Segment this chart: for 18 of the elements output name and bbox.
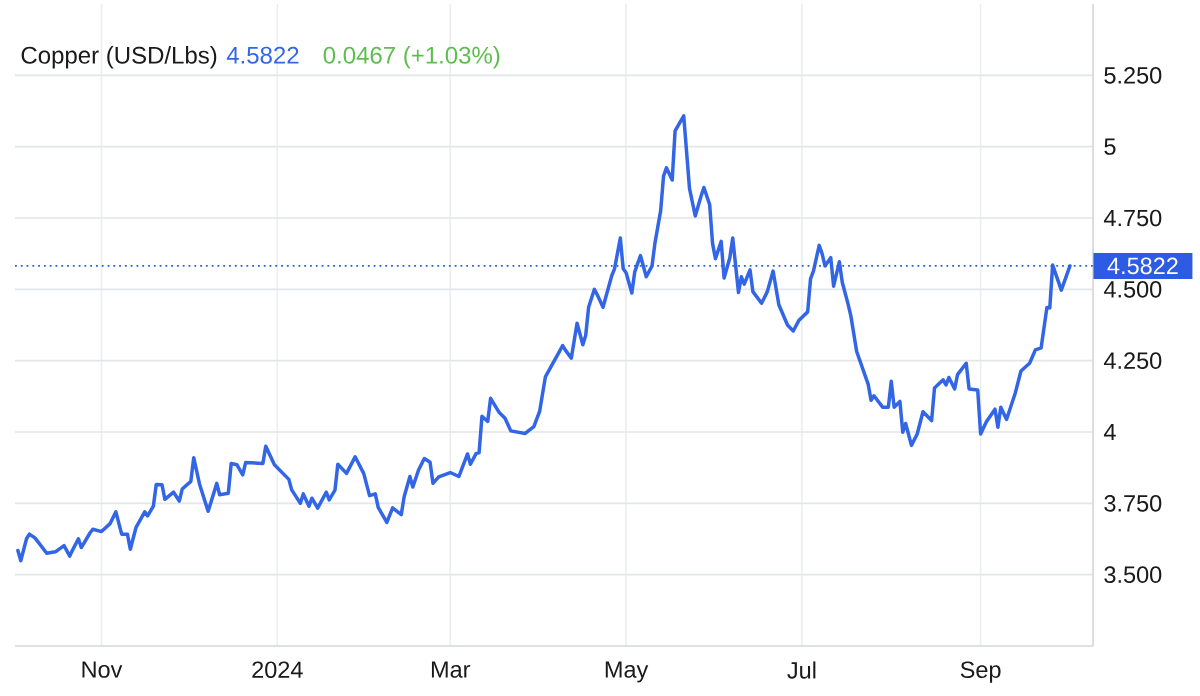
text: Copper (USD/Lbs): [21, 46, 217, 69]
annotation: 4.5822: [226, 46, 299, 64]
x-tick-label: May: [605, 661, 649, 683]
y-tick-label: 3.750: [1104, 495, 1162, 512]
y-tick-label: 4: [1103, 423, 1116, 441]
x-tick-label: 2024: [252, 661, 303, 679]
y-tick-label: 4.250: [1103, 352, 1162, 369]
x-tick-label: Mar: [431, 661, 471, 678]
x-tick-label: Sep: [960, 661, 1001, 683]
y-tick-label: 5.250: [1104, 67, 1162, 84]
x-tick-label: Jul: [787, 661, 816, 679]
y-tick-label: 4.500: [1103, 281, 1162, 298]
ref-line-label: 4.5822: [1107, 257, 1178, 275]
x-tick-label: Nov: [82, 661, 123, 678]
y-tick-label: 4.750: [1103, 209, 1162, 227]
y-tick-label: 5: [1104, 138, 1116, 155]
annotation: 0.0467 (+1.03%): [323, 46, 500, 69]
y-tick-label: 3.500: [1104, 566, 1162, 583]
